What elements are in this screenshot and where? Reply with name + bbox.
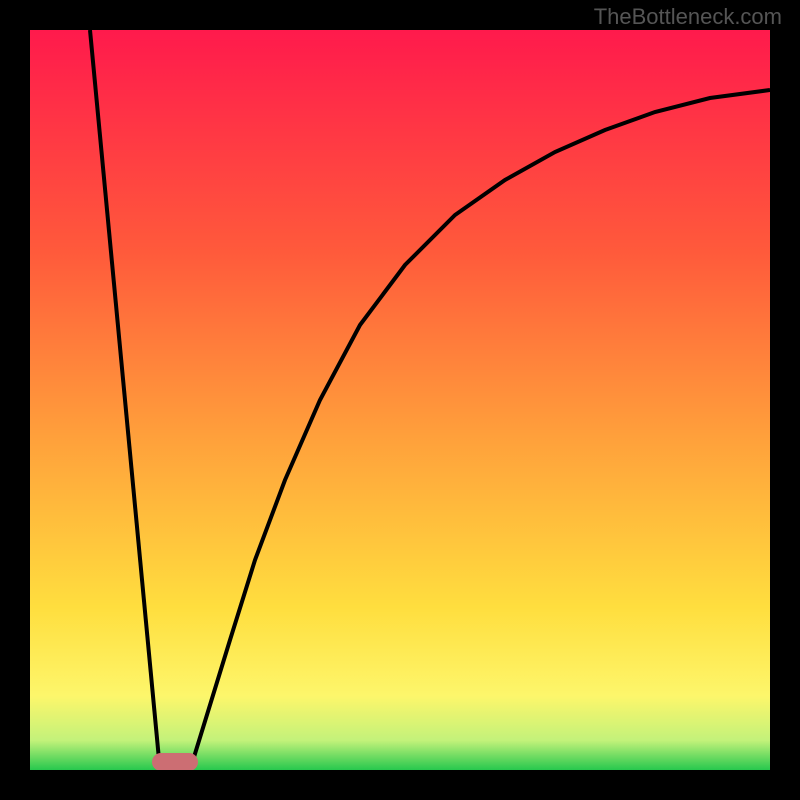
curve-right-segment (190, 90, 770, 770)
watermark-text: TheBottleneck.com (594, 4, 782, 30)
bottleneck-curve (30, 30, 770, 770)
curve-left-segment (90, 30, 160, 770)
plot-area (30, 30, 770, 770)
bottleneck-marker (152, 753, 198, 770)
